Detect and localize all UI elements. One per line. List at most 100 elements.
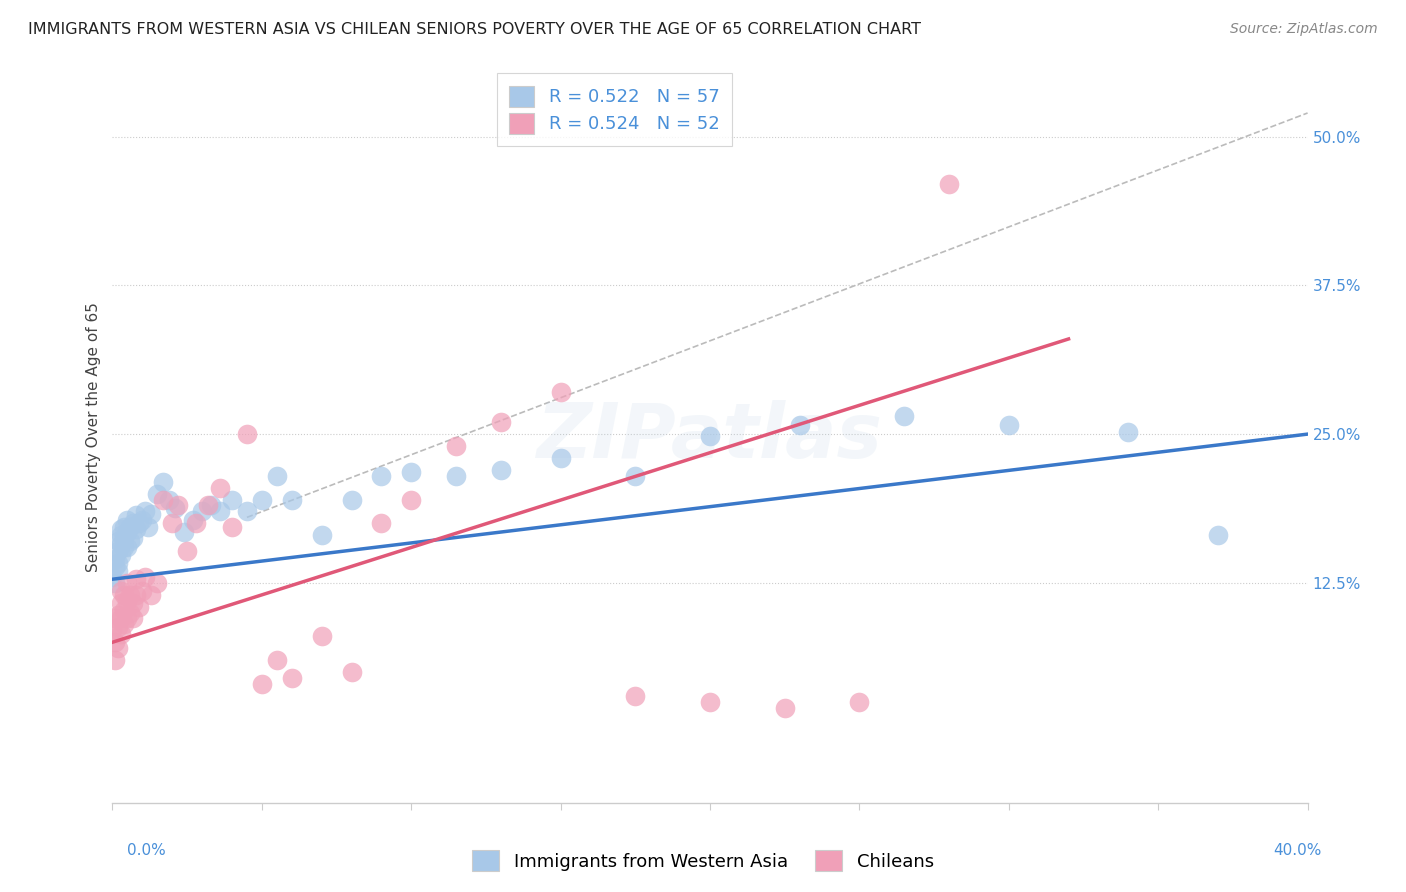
- Point: [1118, 425, 1140, 439]
- Point: [236, 427, 259, 442]
- Point: [107, 556, 129, 570]
- Point: [340, 492, 363, 507]
- Point: [117, 540, 139, 554]
- Point: [186, 516, 208, 531]
- Point: [128, 516, 150, 531]
- Point: [773, 700, 796, 714]
- Point: [114, 531, 135, 545]
- Point: [998, 417, 1021, 432]
- Point: [550, 450, 572, 465]
- Point: [266, 653, 288, 667]
- Point: [104, 653, 127, 667]
- Point: [699, 429, 721, 443]
- Text: 0.0%: 0.0%: [127, 843, 166, 858]
- Point: [114, 603, 135, 617]
- Point: [152, 475, 174, 489]
- Point: [489, 463, 512, 477]
- Point: [340, 665, 363, 679]
- Point: [107, 620, 129, 634]
- Point: [114, 617, 135, 632]
- Y-axis label: Seniors Poverty Over the Age of 65: Seniors Poverty Over the Age of 65: [86, 302, 101, 572]
- Point: [117, 611, 139, 625]
- Point: [125, 572, 148, 586]
- Point: [162, 516, 183, 531]
- Point: [110, 611, 132, 625]
- Point: [104, 552, 127, 566]
- Point: [134, 570, 156, 584]
- Point: [550, 385, 572, 400]
- Point: [114, 540, 135, 554]
- Point: [311, 629, 333, 643]
- Point: [125, 522, 148, 536]
- Point: [789, 417, 811, 432]
- Point: [236, 504, 259, 518]
- Point: [165, 500, 187, 515]
- Point: [311, 528, 333, 542]
- Point: [191, 504, 214, 518]
- Point: [221, 492, 243, 507]
- Point: [125, 508, 148, 522]
- Point: [266, 468, 288, 483]
- Point: [221, 520, 243, 534]
- Text: ZIPatlas: ZIPatlas: [537, 401, 883, 474]
- Point: [197, 499, 219, 513]
- Point: [134, 504, 156, 518]
- Text: Source: ZipAtlas.com: Source: ZipAtlas.com: [1230, 22, 1378, 37]
- Point: [107, 564, 129, 578]
- Point: [848, 695, 870, 709]
- Point: [370, 516, 392, 531]
- Point: [281, 671, 304, 685]
- Point: [110, 627, 132, 641]
- Point: [138, 520, 160, 534]
- Point: [101, 570, 124, 584]
- Point: [281, 492, 304, 507]
- Point: [699, 695, 721, 709]
- Point: [624, 689, 647, 703]
- Point: [114, 520, 135, 534]
- Point: [117, 575, 139, 590]
- Point: [250, 677, 273, 691]
- Point: [157, 492, 180, 507]
- Point: [107, 543, 129, 558]
- Point: [110, 536, 132, 550]
- Point: [1206, 528, 1229, 542]
- Point: [101, 624, 124, 638]
- Point: [938, 178, 960, 192]
- Legend: R = 0.522   N = 57, R = 0.524   N = 52: R = 0.522 N = 57, R = 0.524 N = 52: [496, 73, 733, 146]
- Point: [110, 549, 132, 563]
- Point: [122, 516, 145, 531]
- Point: [370, 468, 392, 483]
- Point: [146, 575, 169, 590]
- Point: [131, 584, 153, 599]
- Point: [200, 499, 222, 513]
- Point: [120, 520, 142, 534]
- Legend: Immigrants from Western Asia, Chileans: Immigrants from Western Asia, Chileans: [465, 843, 941, 879]
- Point: [131, 513, 153, 527]
- Point: [120, 588, 142, 602]
- Point: [107, 534, 129, 549]
- Point: [122, 611, 145, 625]
- Point: [117, 524, 139, 539]
- Point: [104, 635, 127, 649]
- Point: [110, 528, 132, 542]
- Text: 40.0%: 40.0%: [1274, 843, 1322, 858]
- Point: [181, 513, 204, 527]
- Point: [110, 596, 132, 610]
- Point: [444, 468, 467, 483]
- Point: [176, 543, 198, 558]
- Point: [250, 492, 273, 507]
- Point: [209, 504, 232, 518]
- Point: [114, 588, 135, 602]
- Point: [117, 593, 139, 607]
- Point: [107, 641, 129, 656]
- Point: [107, 607, 129, 622]
- Point: [152, 492, 174, 507]
- Point: [122, 596, 145, 610]
- Point: [893, 409, 915, 424]
- Point: [624, 468, 647, 483]
- Point: [141, 507, 163, 521]
- Point: [104, 575, 127, 590]
- Point: [173, 524, 195, 539]
- Point: [141, 588, 163, 602]
- Point: [444, 439, 467, 453]
